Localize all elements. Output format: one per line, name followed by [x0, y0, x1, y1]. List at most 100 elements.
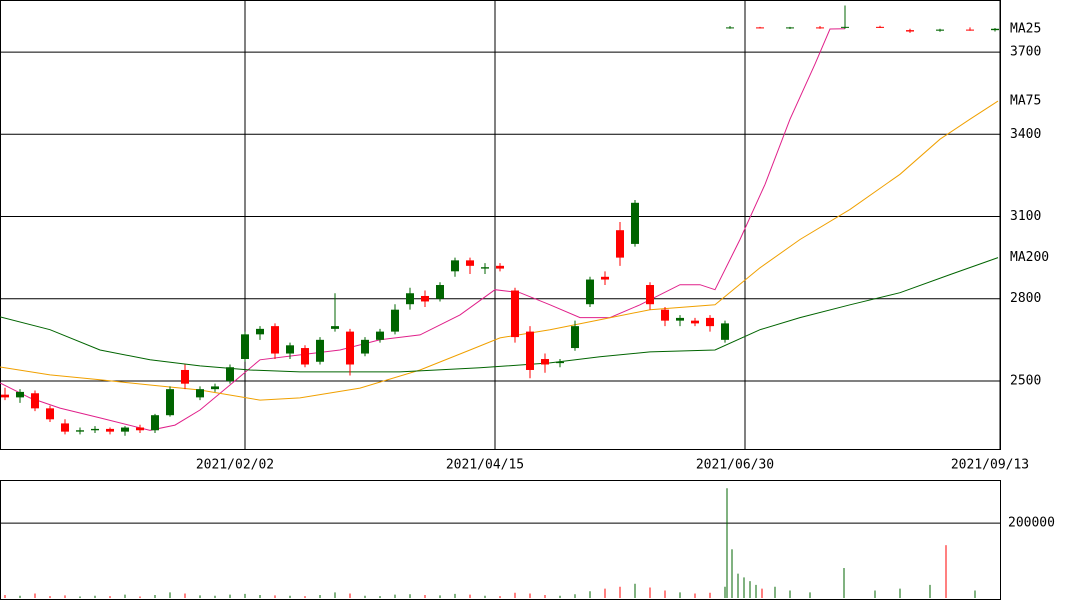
volume-bar [214, 595, 216, 598]
candle-body [691, 320, 699, 324]
candle-body [226, 367, 234, 381]
volume-bar [199, 595, 201, 598]
volume-bar [709, 592, 711, 598]
volume-bar [334, 592, 336, 598]
volume-bar [409, 594, 411, 598]
y-tick-label: 3100 [1010, 209, 1041, 224]
volume-bar [274, 595, 276, 598]
legend-label: MA25 [1010, 21, 1041, 36]
candle-body [586, 279, 594, 305]
volume-bar [304, 596, 306, 598]
volume-bar [649, 587, 651, 598]
volume-bar [774, 586, 776, 598]
candle-body [721, 323, 729, 340]
candle-body [496, 265, 504, 269]
volume-bar [679, 592, 681, 598]
volume-bar [364, 595, 366, 598]
volume-bar [244, 593, 246, 598]
volume-bar [514, 592, 516, 598]
volume-bar [439, 595, 441, 598]
candle-body [676, 317, 684, 321]
volume-bar [469, 594, 471, 598]
candle-body [406, 293, 414, 305]
volume-bar [724, 586, 726, 598]
candle-body [121, 427, 129, 432]
x-tick-label: 2021/02/02 [196, 458, 274, 473]
volume-bar [899, 588, 901, 598]
x-tick-label: 2021/04/15 [446, 458, 524, 473]
volume-bar [289, 595, 291, 598]
y-tick-label: 2500 [1010, 373, 1041, 388]
candle-body [286, 345, 294, 354]
volume-bar [544, 595, 546, 598]
candle-body [106, 428, 114, 432]
candle-body [31, 393, 39, 409]
volume-bar [929, 584, 931, 598]
legend-label: MA200 [1010, 250, 1049, 265]
candle-body [211, 386, 219, 390]
volume-bar [124, 594, 126, 598]
candle-body [706, 317, 714, 327]
volume-bar [229, 594, 231, 598]
candle-body [466, 260, 474, 266]
candle-body [421, 295, 429, 302]
candle-body [271, 326, 279, 354]
volume-bar [574, 594, 576, 598]
candle-body [241, 334, 249, 360]
candle-body [876, 26, 884, 28]
candle-body [541, 359, 549, 365]
candle-body [331, 326, 339, 329]
volume-bar [664, 590, 666, 598]
volume-bar [349, 593, 351, 598]
volume-bar [789, 590, 791, 598]
candle-body [726, 27, 734, 29]
volume-bar [755, 584, 757, 598]
candle-body [181, 369, 189, 384]
candle-body [756, 27, 764, 29]
candle-body [601, 276, 609, 280]
volume-bar [529, 593, 531, 598]
candle-body [481, 267, 489, 269]
x-tick-label: 2021/06/30 [696, 458, 774, 473]
candle-body [786, 27, 794, 29]
volume-bar [19, 595, 21, 598]
candle-body [316, 339, 324, 362]
volume-bar [694, 593, 696, 598]
volume-bar [259, 595, 261, 598]
candle-body [816, 27, 824, 29]
ma-line [0, 257, 999, 373]
volume-bar [974, 590, 976, 598]
volume-bar [743, 577, 745, 598]
volume-bar [169, 592, 171, 598]
x-tick-label: 2021/09/13 [951, 458, 1029, 473]
volume-bar [424, 595, 426, 598]
candle-body [136, 427, 144, 431]
candle-body [991, 28, 999, 31]
volume-bar [49, 596, 51, 598]
legend-label: MA75 [1010, 94, 1041, 109]
candle-body [556, 361, 564, 364]
candle-body [646, 285, 654, 305]
candle-body [361, 339, 369, 354]
candle-body [91, 428, 99, 431]
volume-bar [589, 591, 591, 598]
candle-body [196, 389, 204, 398]
volume-bar [604, 588, 606, 598]
candle-body [1, 394, 9, 398]
candle-body [451, 260, 459, 272]
volume-frame [0, 480, 1001, 600]
candle-body [16, 391, 24, 398]
volume-bar [809, 592, 811, 598]
candle-body [571, 326, 579, 349]
volume-bar [499, 596, 501, 598]
volume-bar [945, 545, 947, 598]
candle-body [376, 331, 384, 340]
volume-bar [79, 596, 81, 598]
volume-bar [843, 568, 845, 598]
candle-body [511, 290, 519, 338]
candle-body [391, 309, 399, 332]
candle-body [301, 348, 309, 365]
candle-body [166, 389, 174, 416]
candle-body [256, 328, 264, 335]
